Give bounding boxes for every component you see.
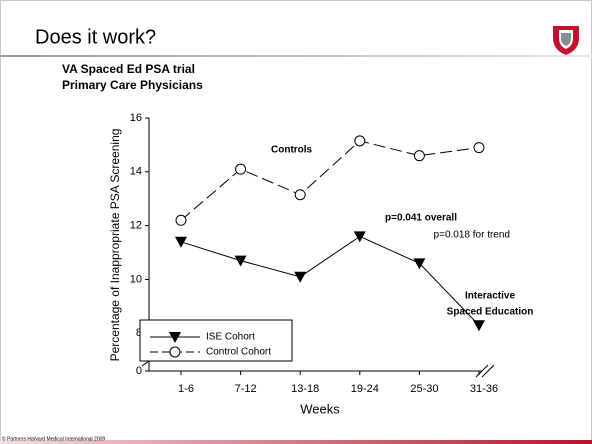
subheading: VA Spaced Ed PSA trial <box>62 62 195 76</box>
y-tick-label: 8 <box>136 327 142 339</box>
point <box>354 135 366 147</box>
y-axis-label: Percentage of Inappropriate PSA Screenin… <box>108 129 122 362</box>
x-tick-label: 1-6 <box>178 383 194 395</box>
point <box>235 163 247 175</box>
legend: ISE Cohort Control Cohort <box>139 319 293 362</box>
series-line <box>180 235 480 326</box>
x-tick-label: 31-36 <box>470 383 498 395</box>
x-tick-label: 7-12 <box>235 383 257 395</box>
point <box>413 258 426 270</box>
legend-label: ISE Cohort <box>206 332 255 343</box>
point <box>473 142 485 154</box>
y-tick-label: 12 <box>130 220 142 232</box>
annotation: Spaced Education <box>447 307 534 318</box>
x-tick-label: 13-18 <box>291 383 319 395</box>
y-tick-label: 14 <box>130 166 142 178</box>
x-tick-label: 19-24 <box>351 383 379 395</box>
logo <box>553 26 579 55</box>
annotation: Interactive <box>465 291 515 302</box>
heading-rule <box>0 55 592 57</box>
legend-marker <box>169 346 181 358</box>
series-line <box>180 140 480 221</box>
point <box>413 150 425 162</box>
footer-rule <box>0 440 592 444</box>
point <box>175 214 187 226</box>
point <box>234 255 247 267</box>
y-tick-label: 16 <box>130 112 142 124</box>
subheading: Primary Care Physicians <box>62 78 203 92</box>
x-axis-label: Weeks <box>300 401 340 416</box>
annotation: Controls <box>271 145 313 156</box>
footer: © Partners Harvard Medical International… <box>2 435 105 442</box>
y-tick-label: 10 <box>130 273 142 285</box>
axis-break <box>475 364 489 378</box>
legend-marker <box>169 332 181 343</box>
legend-label: Control Cohort <box>206 347 271 358</box>
annotation: p=0.041 overall <box>385 213 457 224</box>
x-tick-label: 25-30 <box>410 383 438 395</box>
point <box>294 271 307 283</box>
legend-box <box>139 319 293 362</box>
axis-break-label: 0 <box>136 365 142 377</box>
axis-break <box>481 364 495 378</box>
point <box>473 320 485 332</box>
point <box>353 231 366 243</box>
slide-heading: Does it work? <box>35 26 156 48</box>
annotation: p=0.018 for trend <box>434 230 510 241</box>
point <box>294 189 306 201</box>
point <box>175 236 187 248</box>
